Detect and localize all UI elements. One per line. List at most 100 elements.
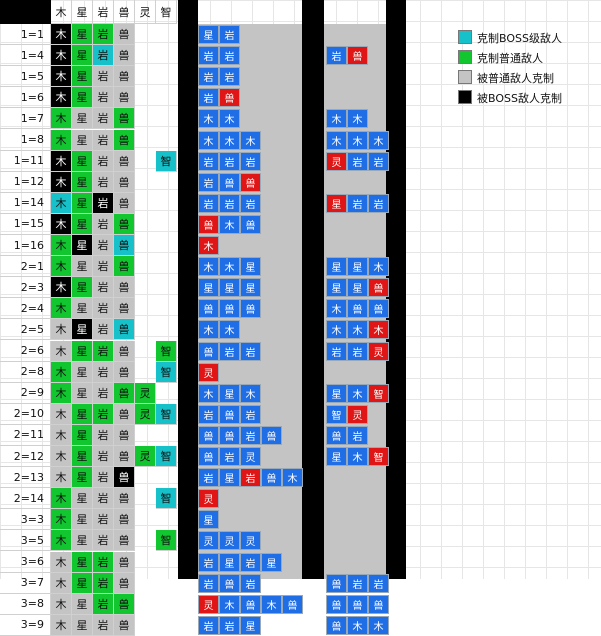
element-cell: 兽 xyxy=(114,509,135,531)
element-cell: 星 xyxy=(72,424,93,446)
boss-cell: 星 xyxy=(326,193,347,213)
boss-cell: 木 xyxy=(347,109,368,129)
element-cell: 木 xyxy=(51,213,72,235)
enemy-cell: 岩 xyxy=(219,46,240,66)
stage-label: 3=7 xyxy=(0,572,51,594)
element-cell: 智 xyxy=(156,488,177,510)
element-cell: 智 xyxy=(156,446,177,468)
element-cell: 星 xyxy=(72,256,93,278)
boss-cell: 木 xyxy=(347,320,368,340)
boss-cell: 木 xyxy=(326,320,347,340)
boss-cell: 岩 xyxy=(347,425,368,445)
legend-label: 被普通敌人克制 xyxy=(477,72,554,85)
boss-cell: 岩 xyxy=(326,46,347,66)
boss-cell: 智 xyxy=(326,404,347,424)
element-cell: 木 xyxy=(51,319,72,341)
element-cell: 兽 xyxy=(114,213,135,235)
enemy-cell: 兽 xyxy=(198,341,219,361)
enemy-cell: 木 xyxy=(198,320,219,340)
enemy-cell: 岩 xyxy=(198,46,219,66)
element-cell: 岩 xyxy=(93,319,114,341)
enemy-cell: 岩 xyxy=(219,447,240,466)
element-cell: 兽 xyxy=(114,382,135,404)
boss-cell: 木 xyxy=(326,130,347,150)
enemy-cell: 岩 xyxy=(198,573,219,593)
enemy-cell: 灵 xyxy=(219,531,240,551)
header-cell: 兽 xyxy=(114,0,135,24)
element-cell: 兽 xyxy=(114,235,135,257)
element-cell: 兽 xyxy=(114,340,135,362)
element-cell: 灵 xyxy=(135,446,156,468)
element-cell: 智 xyxy=(156,530,177,552)
enemy-cell: 木 xyxy=(198,130,219,150)
boss-cell: 星 xyxy=(326,257,347,277)
enemy-cell: 岩 xyxy=(198,88,219,108)
element-cell: 兽 xyxy=(114,45,135,67)
element-cell: 木 xyxy=(51,593,72,615)
enemy-cell: 木 xyxy=(219,130,240,150)
stage-label: 2=3 xyxy=(0,277,51,299)
boss-cell: 兽 xyxy=(326,425,347,445)
enemy-cell: 木 xyxy=(219,109,240,129)
element-cell: 智 xyxy=(156,150,177,172)
header-cell: 星 xyxy=(72,0,93,24)
element-cell: 星 xyxy=(72,614,93,636)
element-cell: 木 xyxy=(51,509,72,531)
element-cell: 星 xyxy=(72,467,93,489)
element-cell: 星 xyxy=(72,235,93,257)
element-cell: 星 xyxy=(72,509,93,531)
element-cell: 岩 xyxy=(93,192,114,214)
element-cell: 星 xyxy=(72,340,93,362)
boss-cell: 木 xyxy=(347,615,368,635)
boss-cell: 兽 xyxy=(368,278,389,298)
element-cell: 星 xyxy=(72,192,93,214)
element-cell: 兽 xyxy=(114,593,135,615)
stage-label: 2=12 xyxy=(0,446,51,468)
enemy-cell: 木 xyxy=(282,468,303,488)
element-cell: 木 xyxy=(51,24,72,46)
legend-label: 被BOSS敌人克制 xyxy=(477,92,562,105)
enemy-cell: 岩 xyxy=(219,615,240,635)
stage-label: 1=16 xyxy=(0,235,51,257)
element-cell: 木 xyxy=(51,150,72,172)
enemy-cell: 兽 xyxy=(240,172,261,192)
header-cell: 智 xyxy=(156,0,177,24)
boss-cell: 岩 xyxy=(326,341,347,361)
enemy-cell: 岩 xyxy=(198,193,219,213)
element-cell: 木 xyxy=(51,87,72,109)
element-cell: 星 xyxy=(72,446,93,468)
enemy-cell: 岩 xyxy=(240,341,261,361)
element-cell: 岩 xyxy=(93,277,114,299)
enemy-cell: 星 xyxy=(240,278,261,298)
enemy-cell: 岩 xyxy=(219,67,240,87)
element-cell: 岩 xyxy=(93,235,114,257)
boss-cell: 岩 xyxy=(347,193,368,213)
element-cell: 智 xyxy=(156,403,177,425)
element-cell: 木 xyxy=(51,45,72,67)
stage-label: 1=7 xyxy=(0,108,51,130)
element-cell: 岩 xyxy=(93,129,114,151)
element-cell: 木 xyxy=(51,277,72,299)
boss-cell: 兽 xyxy=(368,299,389,319)
element-cell: 兽 xyxy=(114,277,135,299)
element-cell: 木 xyxy=(51,298,72,320)
enemy-cell: 星 xyxy=(240,257,261,277)
element-cell: 兽 xyxy=(114,298,135,320)
element-cell: 星 xyxy=(72,45,93,67)
element-cell: 岩 xyxy=(93,66,114,88)
element-cell: 星 xyxy=(72,593,93,615)
element-cell: 岩 xyxy=(93,488,114,510)
divider-bar xyxy=(386,0,406,579)
element-cell: 岩 xyxy=(93,340,114,362)
element-cell: 兽 xyxy=(114,361,135,383)
enemy-cell: 兽 xyxy=(240,594,261,614)
enemy-cell: 星 xyxy=(219,552,240,572)
element-cell: 岩 xyxy=(93,171,114,193)
enemy-cell: 兽 xyxy=(198,447,219,466)
boss-cell: 灵 xyxy=(368,341,389,361)
boss-cell: 岩 xyxy=(368,573,389,593)
enemy-cell: 岩 xyxy=(240,425,261,445)
enemy-cell: 兽 xyxy=(198,214,219,234)
element-cell: 岩 xyxy=(93,108,114,130)
